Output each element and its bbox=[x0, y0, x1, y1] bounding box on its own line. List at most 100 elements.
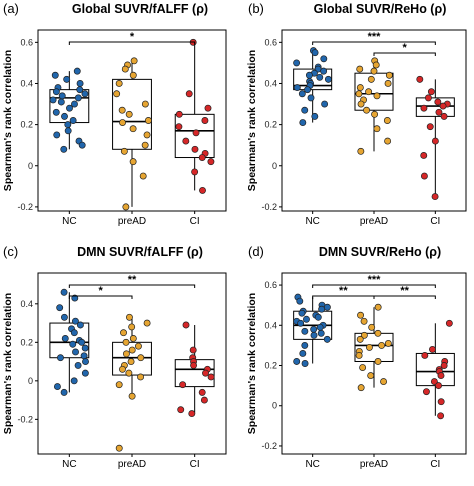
significance-label: ** bbox=[128, 274, 137, 286]
data-point bbox=[118, 106, 126, 114]
data-point bbox=[374, 329, 382, 337]
data-point bbox=[182, 137, 190, 145]
data-point bbox=[368, 323, 376, 331]
y-tick-label: 0.2 bbox=[264, 120, 277, 130]
data-point bbox=[60, 313, 68, 321]
data-point bbox=[311, 49, 319, 57]
data-point bbox=[49, 96, 57, 104]
data-point bbox=[119, 365, 126, 373]
panel-d: (d) DMN SUVR/ReHo (ρ) Spearman's rank corr… bbox=[246, 244, 467, 470]
panel-c: (c) DMN SUVR/fALFF (ρ) Spearman's rank cor… bbox=[2, 244, 227, 470]
significance-bracket bbox=[312, 284, 436, 288]
data-point bbox=[318, 305, 326, 313]
data-point bbox=[357, 311, 365, 319]
panel-a: (a) Global SUVR/fALFF (ρ) Spearman's rank … bbox=[2, 1, 227, 227]
x-tick-label: NC bbox=[62, 459, 76, 470]
significance-bracket bbox=[68, 295, 133, 299]
data-point bbox=[200, 396, 208, 404]
y-tick-label: 0.4 bbox=[20, 299, 33, 309]
data-point bbox=[310, 325, 318, 333]
data-point bbox=[115, 444, 123, 452]
significance-label: *** bbox=[368, 274, 382, 286]
data-point bbox=[191, 168, 199, 176]
data-point bbox=[128, 392, 136, 400]
data-point bbox=[63, 75, 71, 83]
data-point bbox=[420, 152, 428, 159]
significance-bracket bbox=[373, 295, 436, 299]
data-point bbox=[367, 372, 375, 380]
data-point bbox=[316, 73, 324, 81]
data-point bbox=[129, 158, 137, 166]
data-point bbox=[129, 125, 137, 133]
significance-label: ** bbox=[339, 285, 348, 297]
data-point bbox=[66, 104, 73, 112]
data-point bbox=[201, 117, 209, 124]
data-point bbox=[316, 323, 324, 331]
data-point bbox=[431, 193, 439, 201]
data-point bbox=[370, 67, 378, 75]
data-point bbox=[426, 123, 434, 131]
data-point bbox=[137, 354, 145, 362]
data-point bbox=[359, 364, 367, 371]
x-tick-label: CI bbox=[190, 459, 200, 470]
data-point bbox=[70, 377, 78, 385]
data-point bbox=[357, 100, 365, 108]
data-point bbox=[191, 145, 199, 153]
data-point bbox=[129, 71, 137, 79]
data-point bbox=[115, 80, 123, 87]
data-point bbox=[374, 303, 382, 311]
data-point bbox=[141, 141, 149, 149]
data-point bbox=[434, 98, 442, 106]
data-point bbox=[421, 352, 429, 359]
data-point bbox=[76, 321, 84, 329]
data-point bbox=[81, 90, 89, 98]
y-tick-label: 0.4 bbox=[264, 320, 277, 330]
significance-bracket bbox=[68, 41, 196, 45]
data-point bbox=[137, 373, 145, 381]
data-point bbox=[78, 338, 86, 346]
panel-label: (b) bbox=[248, 1, 264, 16]
y-tick-label: 0 bbox=[272, 161, 277, 171]
data-point bbox=[384, 137, 392, 145]
y-tick-label: 0.4 bbox=[264, 78, 277, 88]
data-point bbox=[192, 129, 200, 137]
data-point bbox=[121, 65, 129, 73]
data-point bbox=[175, 110, 183, 118]
data-point bbox=[384, 80, 392, 87]
panel-title: DMN SUVR/ReHo (ρ) bbox=[319, 245, 441, 259]
data-point bbox=[372, 61, 380, 69]
data-point bbox=[301, 327, 309, 335]
data-point bbox=[61, 112, 68, 120]
data-point bbox=[299, 349, 307, 357]
data-point bbox=[51, 71, 59, 79]
panel-b: (b) Global SUVR/ReHo (ρ) Spearman's rank c… bbox=[246, 1, 467, 227]
data-point bbox=[435, 108, 443, 116]
data-point bbox=[72, 348, 79, 356]
data-point bbox=[129, 335, 137, 342]
data-point bbox=[179, 381, 187, 389]
x-tick-label: preAD bbox=[118, 216, 146, 227]
y-tick-label: 0.4 bbox=[20, 78, 33, 88]
data-point bbox=[188, 410, 196, 418]
significance-label: * bbox=[130, 31, 135, 43]
significance-bracket bbox=[312, 41, 436, 45]
data-point bbox=[70, 329, 78, 337]
y-tick-label: 0.2 bbox=[20, 120, 33, 130]
data-point bbox=[128, 323, 136, 331]
data-point bbox=[71, 317, 79, 325]
data-point bbox=[420, 104, 428, 112]
data-point bbox=[58, 92, 66, 100]
y-tick-label: 0.6 bbox=[264, 280, 277, 290]
y-tick-label: 0 bbox=[272, 401, 277, 411]
data-point bbox=[373, 125, 381, 133]
data-point bbox=[71, 100, 78, 108]
data-point bbox=[424, 94, 432, 102]
panel-title: DMN SUVR/fALFF (ρ) bbox=[77, 245, 203, 259]
data-point bbox=[125, 369, 133, 377]
data-point bbox=[198, 154, 206, 161]
data-point bbox=[60, 288, 68, 296]
data-point bbox=[301, 341, 309, 349]
x-tick-label: NC bbox=[305, 459, 319, 470]
data-point bbox=[76, 86, 84, 94]
